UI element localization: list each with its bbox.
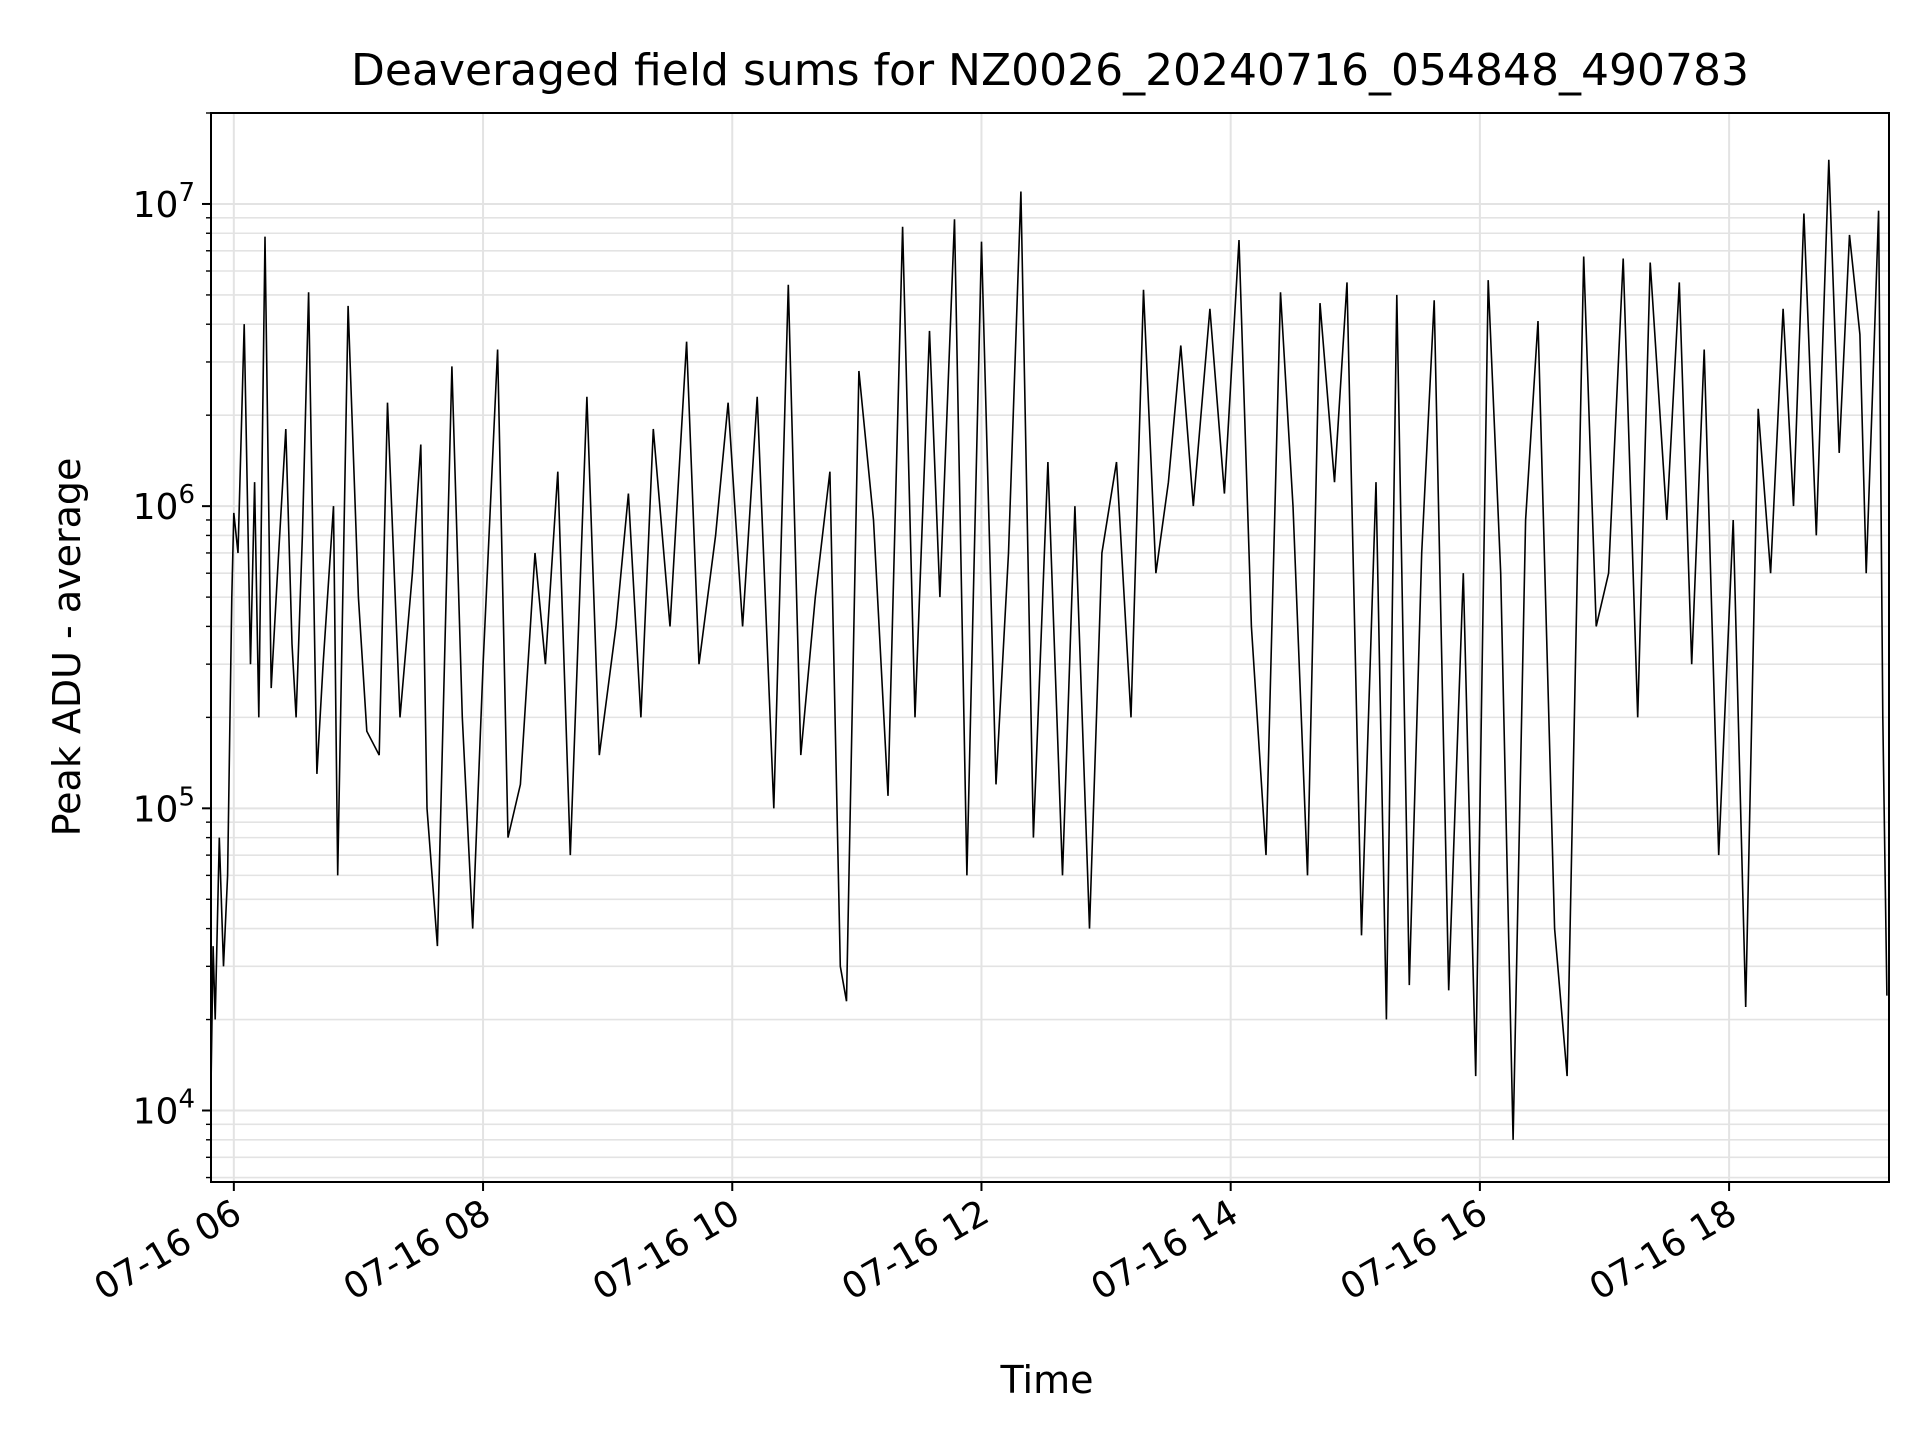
y-tick-exponent: 4 (178, 1085, 195, 1115)
y-tick-label: 106 (133, 480, 195, 528)
y-axis-label: Peak ADU - average (45, 458, 89, 837)
grid-layer (211, 112, 1889, 1182)
y-tick-base: 10 (133, 1092, 179, 1133)
y-tick-label: 105 (133, 782, 195, 830)
y-tick-exponent: 5 (178, 782, 195, 812)
plot-frame (210, 112, 1890, 1183)
y-tick-base: 10 (133, 185, 179, 226)
x-axis-label: Time (1000, 1358, 1094, 1402)
y-tick-label: 104 (133, 1085, 195, 1133)
chart-title: Deaveraged field sums for NZ0026_2024071… (351, 45, 1749, 96)
y-tick-base: 10 (133, 487, 179, 528)
y-tick-label: 107 (133, 178, 195, 226)
series-line-0 (210, 159, 1888, 1140)
y-tick-exponent: 7 (178, 178, 195, 208)
y-tick-base: 10 (133, 789, 179, 830)
data-layer (210, 159, 1888, 1140)
y-tick-exponent: 6 (178, 480, 195, 510)
